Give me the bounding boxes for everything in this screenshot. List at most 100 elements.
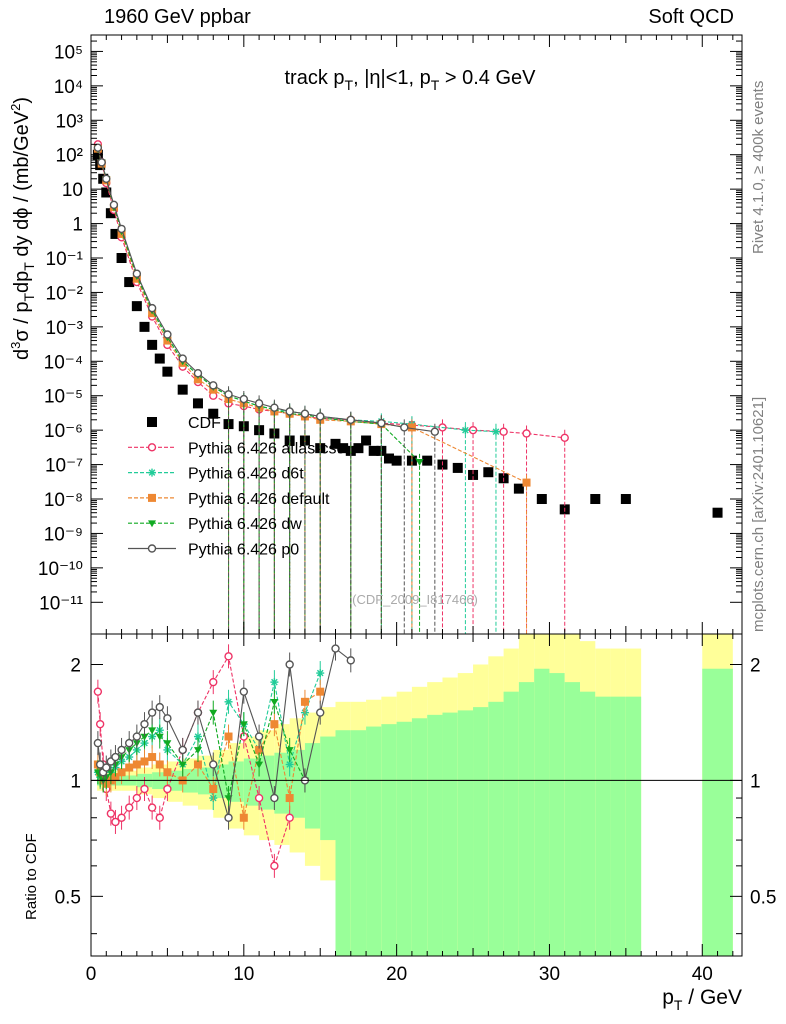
band-inner-bin (381, 724, 397, 956)
data-point (224, 390, 233, 399)
y-tick-label: 10 (62, 180, 83, 201)
ratio-point (155, 702, 164, 712)
data-point (93, 143, 103, 152)
ratio-point (254, 793, 264, 803)
data-point (368, 445, 379, 456)
data-point (254, 399, 264, 408)
series-line (97, 147, 435, 433)
data-point (97, 158, 106, 167)
data-point (620, 494, 631, 505)
ratio-point (270, 699, 279, 706)
main-title: track pT, |η|<1, pT > 0.4 GeV (285, 67, 537, 93)
band-inner-bin (580, 691, 596, 956)
ratio-point (285, 660, 294, 669)
data-point (407, 423, 416, 432)
band-inner-bin (564, 682, 581, 956)
legend-marker (148, 520, 156, 528)
legend-marker (147, 417, 157, 427)
ratio-series-line (97, 654, 291, 869)
ratio-y-tick-label-right: 2 (750, 655, 761, 676)
ratio-point (147, 803, 157, 812)
y-tick-label: 10³ (56, 111, 83, 132)
legend-label: Pythia 6.426 dw (188, 516, 302, 533)
ratio-point (316, 687, 325, 696)
legend-label: Pythia 6.426 d6t (188, 466, 304, 483)
ratio-point (224, 652, 233, 661)
ratio-point (106, 809, 116, 818)
data-point (147, 339, 158, 350)
data-point (452, 462, 463, 473)
data-point (109, 200, 119, 210)
data-point (522, 429, 531, 438)
x-tick-label: 40 (692, 964, 713, 985)
y-tick-label: 10⁵ (54, 42, 83, 63)
data-point (193, 375, 202, 384)
ratio-point (163, 784, 172, 794)
y-tick-label: 10⁻² (46, 283, 84, 304)
series-line (97, 148, 497, 433)
ratio-point (193, 760, 202, 769)
ratio-point (209, 760, 218, 769)
ratio-point (270, 861, 279, 871)
beam-label: 1960 GeV ppbar (104, 6, 251, 28)
band-inner-bin (228, 761, 244, 802)
ratio-point (148, 753, 157, 762)
data-point (102, 174, 111, 183)
ratio-point (255, 745, 264, 754)
data-point (178, 354, 187, 363)
ratio-point (148, 727, 157, 735)
ratio-point (125, 738, 134, 748)
ratio-point (163, 714, 172, 723)
ratio-series-group (91, 636, 742, 878)
data-point (110, 228, 121, 239)
ratio-point (270, 793, 279, 803)
band-inner-bin (518, 682, 535, 956)
x-tick-label: 10 (233, 964, 254, 985)
data-point (422, 455, 433, 466)
data-point (239, 394, 249, 404)
data-point (536, 494, 547, 505)
data-point (209, 381, 218, 390)
ratio-point (239, 687, 249, 696)
legend-label: Pythia 6.426 default (188, 491, 330, 508)
ratio-point (95, 719, 105, 729)
ratio-point (140, 784, 149, 794)
x-tick-label: 0 (86, 964, 97, 985)
data-point (338, 443, 349, 454)
legend-label: Pythia 6.426 atlas-csc (188, 440, 345, 457)
band-inner-bin (503, 691, 519, 956)
ratio-point (224, 813, 233, 822)
y-tick-label: 10⁻⁵ (44, 387, 83, 408)
y-tick-label: 10⁻⁴ (44, 352, 83, 373)
data-point (461, 426, 470, 435)
ratio-point (93, 738, 103, 748)
data-point (491, 427, 500, 436)
y-tick-label: 10⁻³ (46, 318, 84, 339)
ratio-point (239, 813, 248, 822)
band-inner-bin (473, 707, 489, 956)
ratio-point (316, 669, 325, 678)
band-inner-bin (457, 710, 474, 956)
ratio-point (102, 763, 111, 772)
band-inner-bin (335, 730, 351, 956)
legend-label: CDF (188, 415, 221, 432)
ratio-uncertainty-bands (97, 634, 733, 956)
ratio-point (163, 768, 172, 777)
data-point (383, 453, 394, 464)
band-inner-bin (610, 696, 626, 956)
data-point (132, 269, 142, 278)
y-tick-label: 10⁻⁶ (44, 421, 83, 442)
y-tick-label: 10⁻⁹ (44, 524, 83, 545)
band-inner-bin (549, 673, 565, 956)
y-tick-label: 10⁻⁷ (45, 456, 83, 477)
data-point (400, 423, 409, 432)
series-line (97, 144, 565, 439)
ratio-point (117, 745, 126, 755)
data-point (117, 224, 126, 234)
ratio-point (111, 773, 120, 782)
ratio-series-line (97, 699, 306, 799)
ratio-point (132, 760, 141, 769)
ratio-point (140, 719, 149, 729)
ratio-point (140, 733, 149, 741)
